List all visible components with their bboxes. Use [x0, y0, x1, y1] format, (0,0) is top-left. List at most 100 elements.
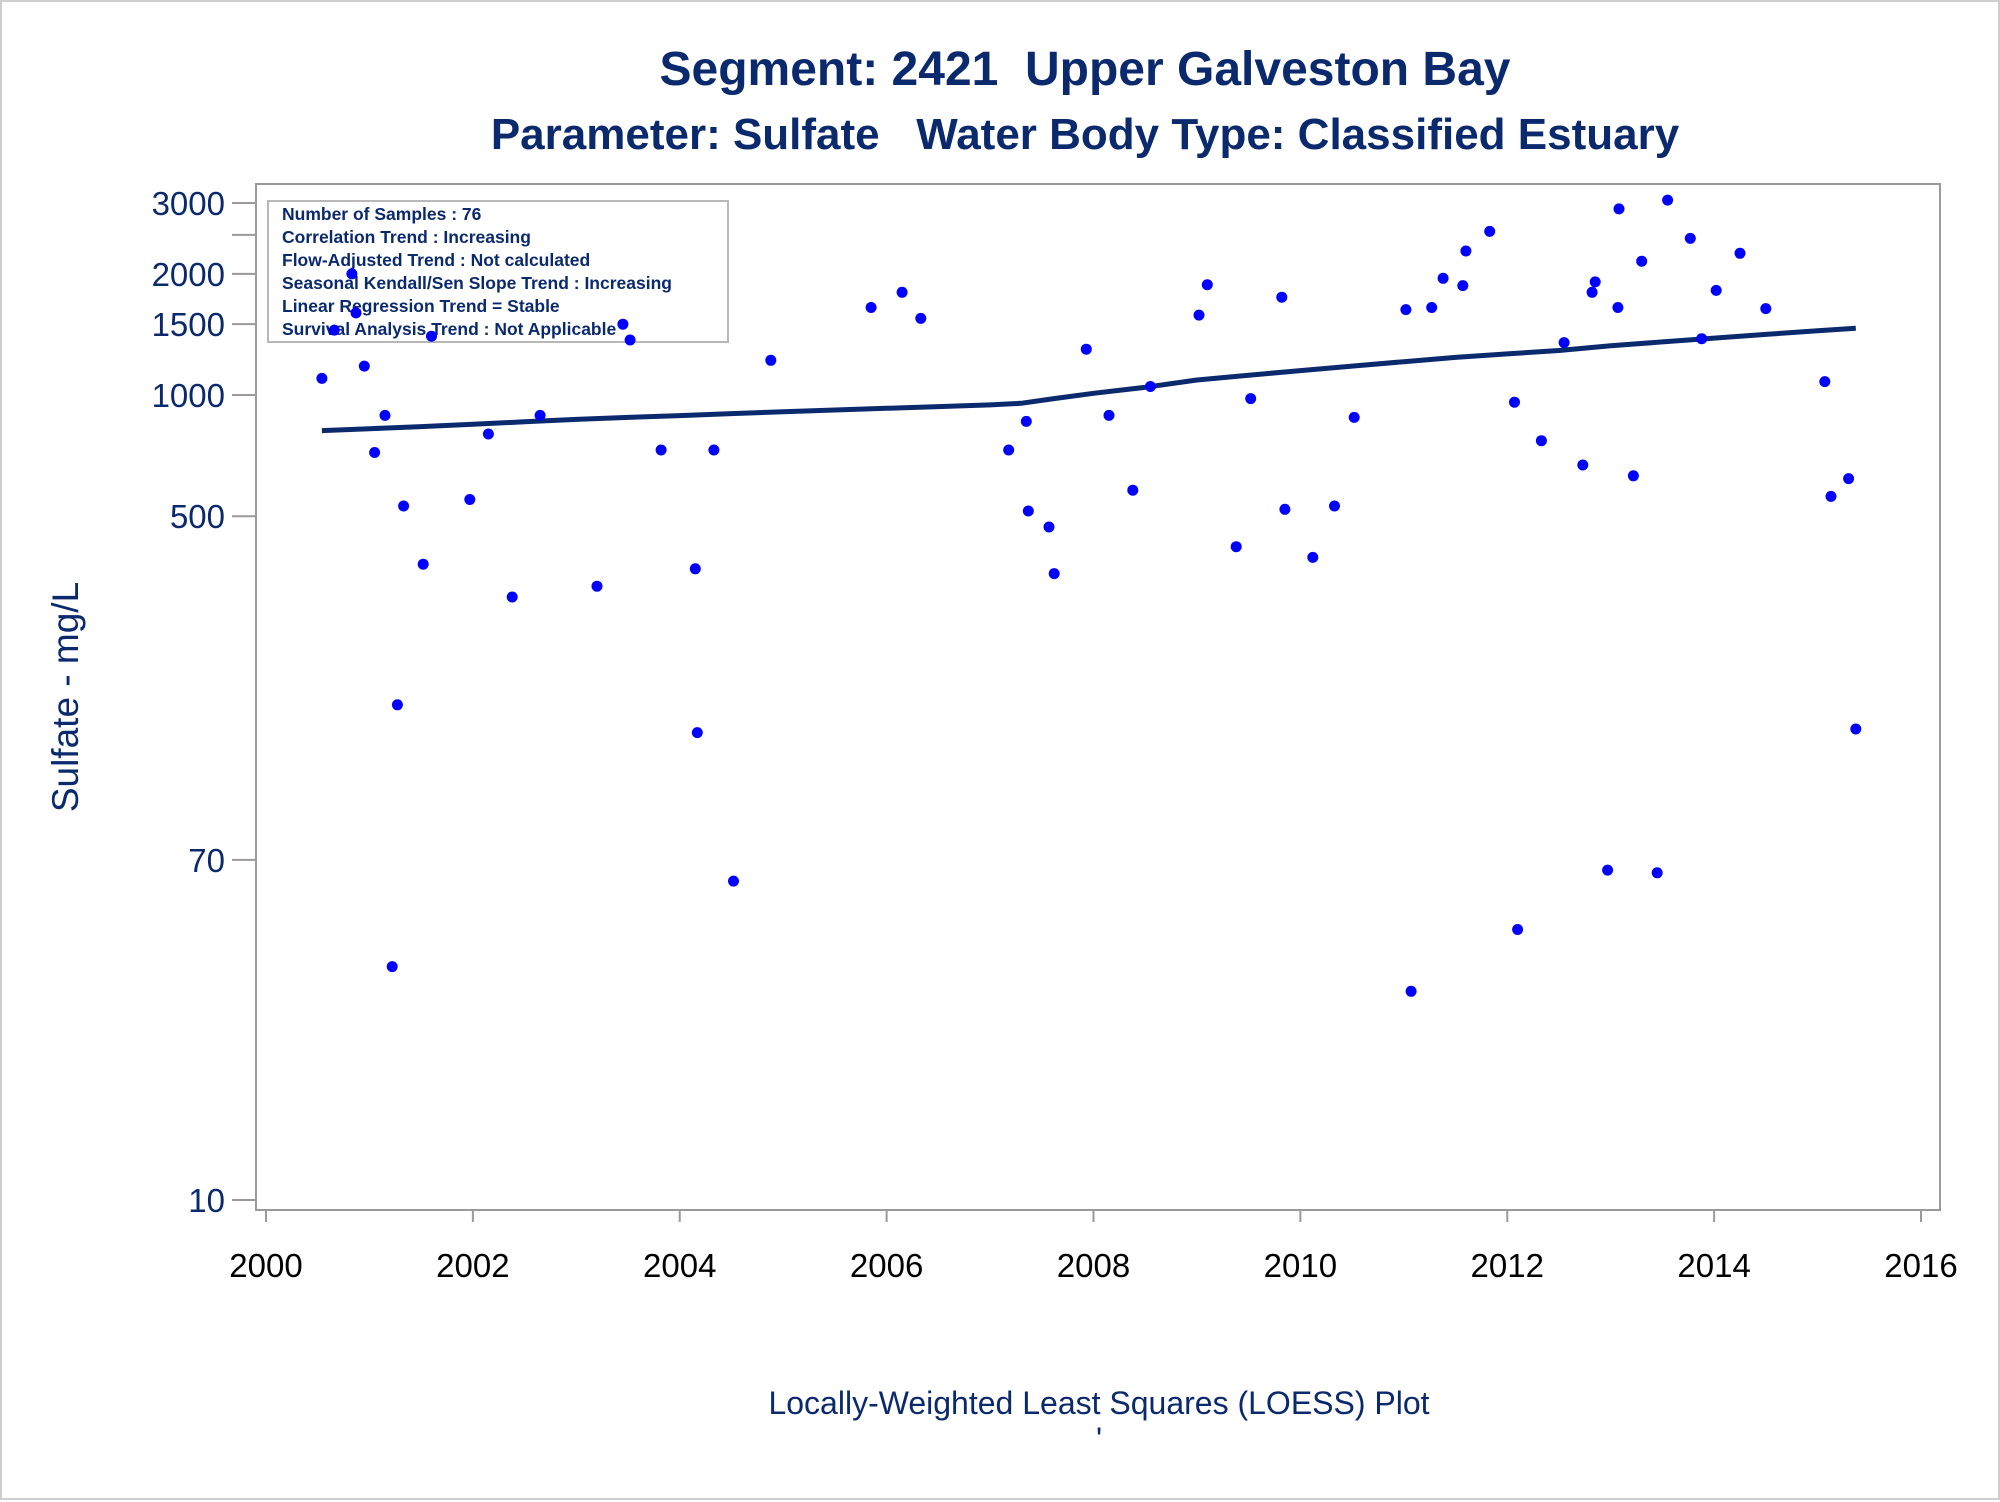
data-point	[426, 330, 437, 342]
x-tick-label: 2010	[1264, 1247, 1337, 1284]
data-point	[1048, 568, 1060, 580]
x-tick-label: 2016	[1884, 1247, 1957, 1284]
x-axis: 2000 2002 2004 2006 2008 2010 2012 2014 2016	[229, 1210, 1958, 1284]
data-point	[328, 324, 340, 336]
y-axis-label: Sulfate - mg/L	[45, 582, 86, 812]
chart-subtitle: Parameter: Sulfate Water Body Type: Clas…	[491, 110, 1680, 159]
data-point	[1080, 343, 1092, 355]
data-point	[1329, 500, 1340, 512]
data-point	[1230, 541, 1242, 553]
data-point	[591, 580, 603, 592]
data-point	[1602, 864, 1614, 876]
stats-line-linear-regression: Linear Regression Trend = Stable	[282, 296, 560, 316]
data-point	[655, 444, 667, 456]
data-point	[1276, 291, 1288, 303]
data-point	[1636, 255, 1648, 267]
x-tick-label: 2014	[1677, 1247, 1750, 1284]
data-point	[1613, 203, 1625, 215]
data-point	[1348, 411, 1360, 423]
y-tick-label: 1500	[152, 306, 225, 343]
data-point	[1825, 490, 1837, 502]
data-point	[1020, 415, 1032, 427]
data-point	[689, 563, 701, 575]
data-point	[1245, 393, 1257, 405]
stats-line-seasonal-kendall: Seasonal Kendall/Sen Slope Trend : Incre…	[282, 273, 672, 293]
data-point	[1103, 409, 1115, 421]
data-point	[358, 360, 370, 372]
stats-line-samples: Number of Samples : 76	[282, 204, 482, 224]
data-point	[624, 334, 636, 346]
data-point	[1457, 280, 1469, 292]
data-point	[346, 268, 358, 280]
x-tick-label: 2000	[229, 1247, 302, 1284]
data-point	[482, 428, 494, 440]
data-point	[1760, 303, 1772, 315]
y-tick-label: 500	[170, 498, 225, 535]
stats-box-frame	[267, 200, 729, 343]
data-point	[1843, 473, 1855, 485]
x-tick-label: 2006	[850, 1247, 923, 1284]
data-point	[1710, 284, 1722, 296]
data-point	[350, 307, 362, 319]
data-point	[1819, 376, 1831, 388]
data-point	[765, 354, 777, 366]
footnote: Locally-Weighted Least Squares (LOESS) P…	[768, 1385, 1429, 1421]
data-point	[1850, 723, 1862, 735]
data-point	[417, 558, 429, 570]
loess-line	[321, 325, 1856, 434]
data-point	[386, 961, 398, 973]
x-tick-label: 2008	[1057, 1247, 1130, 1284]
data-point	[1127, 484, 1139, 496]
data-point	[708, 444, 720, 456]
data-point	[617, 318, 629, 330]
data-point	[1558, 337, 1570, 349]
data-points-layer	[316, 194, 1862, 997]
y-axis: 10 70 500 1000 1500 2000 3000	[152, 185, 256, 1219]
y-tick-label: 2000	[152, 256, 225, 293]
data-point	[1586, 286, 1598, 298]
data-point	[1734, 247, 1746, 259]
data-point	[1484, 225, 1496, 237]
stats-line-survival-analysis: Survival Analysis Trend : Not Applicable	[282, 319, 616, 339]
data-point	[1696, 333, 1708, 345]
x-tick-label: 2002	[436, 1247, 509, 1284]
y-tick-label: 3000	[152, 185, 225, 222]
data-point	[728, 875, 739, 887]
data-point	[1535, 435, 1547, 447]
stats-box: Number of Samples : 76 Correlation Trend…	[267, 200, 729, 343]
data-point	[1279, 503, 1291, 515]
data-point	[1684, 232, 1696, 244]
data-point	[1509, 396, 1520, 408]
data-point	[1043, 521, 1055, 533]
data-point	[1003, 444, 1015, 456]
data-point	[534, 409, 546, 421]
footnote-mark: '	[1096, 1421, 1102, 1457]
data-point	[464, 494, 476, 505]
data-point	[1589, 276, 1601, 288]
plot-area	[255, 183, 1941, 1211]
data-point	[1651, 867, 1663, 879]
data-point	[1307, 551, 1319, 563]
data-point	[1460, 245, 1472, 257]
y-tick-label: 10	[188, 1182, 225, 1219]
data-point	[391, 699, 403, 711]
chart-title: Segment: 2421 Upper Galveston Bay	[660, 43, 1511, 96]
data-point	[379, 409, 391, 421]
data-point	[506, 591, 518, 603]
data-point	[1662, 194, 1674, 206]
data-point	[1405, 985, 1417, 997]
data-point	[1426, 302, 1438, 313]
data-point	[1512, 924, 1524, 935]
data-point	[1577, 459, 1589, 471]
x-tick-label: 2012	[1471, 1247, 1544, 1284]
data-point	[865, 302, 877, 313]
loess-line-layer	[321, 325, 1856, 434]
data-point	[1612, 302, 1624, 313]
stats-line-correlation: Correlation Trend : Increasing	[282, 227, 531, 247]
data-point	[1437, 272, 1449, 284]
data-point	[915, 312, 927, 324]
data-point	[1144, 381, 1156, 392]
data-point	[369, 447, 381, 458]
data-point	[398, 500, 410, 512]
